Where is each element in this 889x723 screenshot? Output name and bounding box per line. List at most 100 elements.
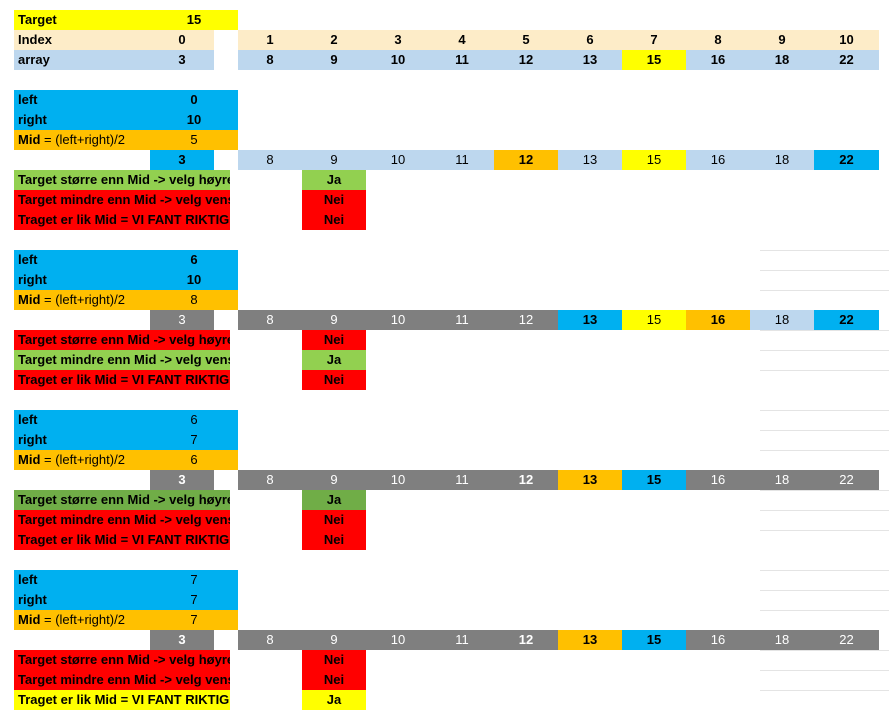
step-array-cell: 9 [302,150,366,170]
mid-label-bold: Mid [18,452,41,467]
condition-answer: Nei [302,210,366,230]
gridline [760,590,889,591]
mid-label-formula: = (left+right)/2 [40,292,125,307]
condition-row: Traget er lik Mid = VI FANT RIKTIG INDEX [14,530,230,550]
gridline [760,670,889,671]
mid-value: 7 [150,610,238,630]
step-array-cell: 16 [686,470,750,490]
condition-answer: Nei [302,670,366,690]
step-array-cell: 9 [302,630,366,650]
mid-label: Mid = (left+right)/2 [14,290,150,310]
right-value: 10 [150,110,238,130]
step-array-cell: 10 [366,310,430,330]
left-value: 6 [150,250,238,270]
condition-row: Traget er lik Mid = VI FANT RIKTIG INDEX [14,690,230,710]
mid-label: Mid = (left+right)/2 [14,130,150,150]
step-array-cell: 11 [430,310,494,330]
condition-answer: Nei [302,510,366,530]
condition-row: Target større enn Mid -> velg høyre [14,490,230,510]
mid-label-formula: = (left+right)/2 [40,452,125,467]
index-label: Index [14,30,150,50]
step-array-cell: 8 [238,470,302,490]
mid-label-formula: = (left+right)/2 [40,612,125,627]
gridline [760,490,889,491]
condition-answer: Ja [302,170,366,190]
left-label: left [14,570,150,590]
right-label: right [14,590,150,610]
mid-label-formula: = (left+right)/2 [40,132,125,147]
condition-row: Target større enn Mid -> velg høyre [14,650,230,670]
gridline [760,250,889,251]
left-value: 6 [150,410,238,430]
condition-answer: Nei [302,190,366,210]
array-cell: 3 [150,50,214,70]
step-array-cell: 8 [238,630,302,650]
step-array-cell: 11 [430,630,494,650]
index-cell: 1 [238,30,302,50]
step-array-cell: 15 [622,470,686,490]
step-array-cell: 15 [622,310,686,330]
step-array-cell: 18 [750,310,814,330]
array-cell: 22 [814,50,879,70]
gridline [760,350,889,351]
gridline [760,370,889,371]
gridline [760,650,889,651]
left-value: 7 [150,570,238,590]
step-array-cell: 22 [814,630,879,650]
step-array-cell: 16 [686,310,750,330]
right-value: 7 [150,590,238,610]
index-cell: 6 [558,30,622,50]
step-array-cell: 3 [150,310,214,330]
step-array-cell: 13 [558,150,622,170]
condition-answer: Nei [302,330,366,350]
step-array-cell: 12 [494,470,558,490]
index-cell: 8 [686,30,750,50]
step-array-cell: 3 [150,630,214,650]
mid-value: 6 [150,450,238,470]
array-label: array [14,50,150,70]
step-array-cell: 16 [686,150,750,170]
array-cell: 12 [494,50,558,70]
step-array-cell: 15 [622,150,686,170]
step-array-cell: 8 [238,150,302,170]
gridline [760,270,889,271]
right-label: right [14,270,150,290]
step-array-cell: 18 [750,150,814,170]
index-cell: 0 [150,30,214,50]
step-array-cell: 9 [302,310,366,330]
gridline [760,610,889,611]
index-cell: 5 [494,30,558,50]
array-cell: 11 [430,50,494,70]
right-label: right [14,110,150,130]
condition-row: Traget er lik Mid = VI FANT RIKTIG INDEX [14,210,230,230]
condition-answer: Nei [302,370,366,390]
gridline [760,330,889,331]
condition-row: Target mindre enn Mid -> velg venstre [14,350,230,370]
condition-row: Target mindre enn Mid -> velg venstre [14,510,230,530]
right-value: 10 [150,270,238,290]
array-cell-target: 15 [622,50,686,70]
index-cell: 4 [430,30,494,50]
left-label: left [14,410,150,430]
array-cell: 8 [238,50,302,70]
condition-answer: Ja [302,350,366,370]
mid-value: 8 [150,290,238,310]
index-cell: 9 [750,30,814,50]
condition-answer: Nei [302,650,366,670]
condition-answer: Ja [302,690,366,710]
gridline [760,690,889,691]
mid-value: 5 [150,130,238,150]
array-cell: 18 [750,50,814,70]
gridline [760,410,889,411]
step-array-cell: 22 [814,310,879,330]
mid-label: Mid = (left+right)/2 [14,610,150,630]
gridline [760,510,889,511]
array-cell: 16 [686,50,750,70]
step-array-cell: 11 [430,150,494,170]
step-array-cell: 16 [686,630,750,650]
left-label: left [14,90,150,110]
target-label: Target [14,10,150,30]
step-array-cell: 8 [238,310,302,330]
step-array-cell: 13 [558,470,622,490]
